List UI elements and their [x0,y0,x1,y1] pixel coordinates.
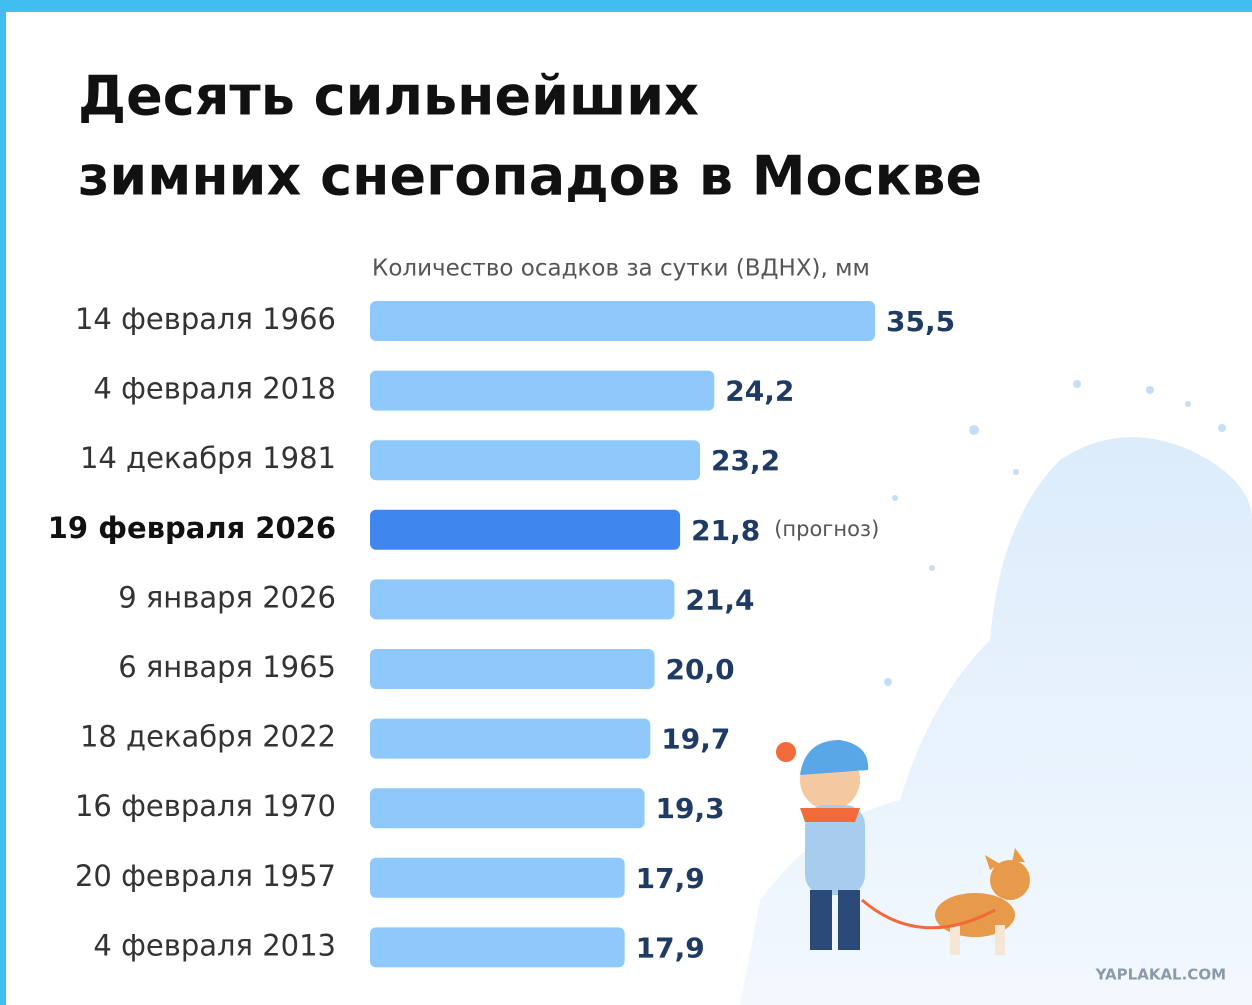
bar [370,579,675,620]
value-label: 20,0 [666,653,735,686]
chart-subtitle: Количество осадков за сутки (ВДНХ), мм [372,256,870,282]
value-label: 21,4 [685,583,754,616]
bar [370,649,655,689]
watermark: YAPLAKAL.COM [1095,966,1226,984]
category-label: 19 февраля 2026 [48,511,336,545]
snow-hill [740,437,1252,1005]
bar [370,509,681,550]
value-label: 19,3 [656,792,725,825]
category-label: 6 января 1965 [118,650,336,684]
value-label: 17,9 [636,862,705,895]
child [776,740,869,950]
annotation: (прогноз) [774,517,879,541]
value-label: 17,9 [636,931,705,964]
category-label: 4 февраля 2013 [93,928,336,962]
value-label: 24,2 [725,375,794,408]
value-label: 19,7 [661,723,730,756]
bar [370,927,625,968]
bar [370,718,651,759]
chart-title: Десять сильнейших [78,65,699,128]
chart-title: зимних снегопадов в Москве [78,145,982,208]
value-label: 21,8 [691,514,760,547]
dog [861,848,1030,955]
value-label: 23,2 [711,444,780,477]
left-border [0,0,6,1005]
category-label: 16 февраля 1970 [75,789,336,823]
bar [370,788,645,829]
bar [370,440,701,481]
bar [370,857,625,898]
bar [370,301,875,341]
category-label: 14 декабря 1981 [80,441,336,475]
category-label: 14 февраля 1966 [75,302,336,336]
category-label: 9 января 2026 [118,580,336,614]
snowflakes [884,380,1226,686]
value-label: 35,5 [886,305,955,338]
bar [370,370,715,411]
top-border [0,0,1252,12]
category-label: 20 февраля 1957 [75,859,336,893]
category-label: 4 февраля 2018 [93,372,336,406]
category-label: 18 декабря 2022 [80,720,336,754]
